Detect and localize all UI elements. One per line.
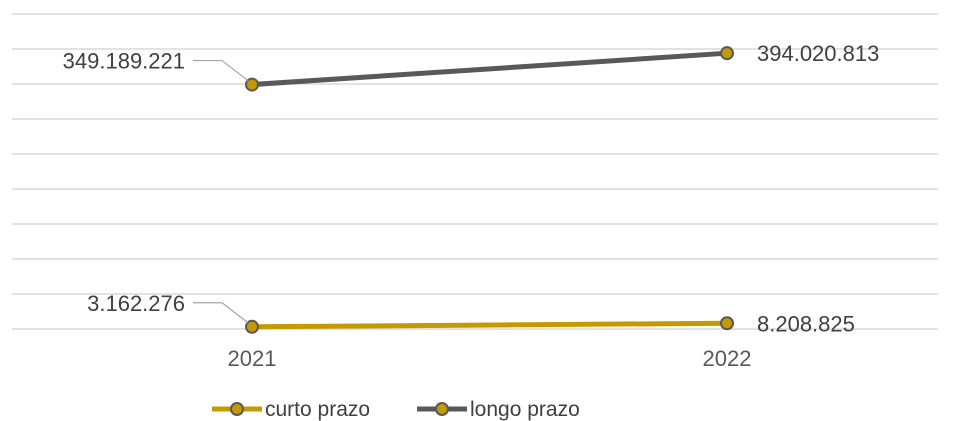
data-label: 349.189.221 [63,49,185,74]
data-point [245,319,259,334]
data-label: 394.020.813 [757,41,879,66]
leader-line [193,59,249,82]
x-tick-label: 2022 [703,346,752,371]
legend-marker [435,402,449,416]
x-tick-label: 2021 [228,346,277,371]
data-labels: 3.162.276 8.208.825 349.189.221 394.020.813 [63,41,880,336]
data-point [720,316,734,331]
legend-label: curto prazo [265,398,370,421]
x-axis-ticks: 2021 2022 [228,346,752,371]
data-point [245,77,259,92]
legend-marker [230,402,244,416]
series-line-longo-prazo [249,50,730,88]
data-label: 3.162.276 [87,291,185,316]
leader-line [193,302,249,324]
legend-label: longo prazo [470,398,580,421]
data-label: 8.208.825 [757,311,855,336]
series-line-curto-prazo [249,320,730,330]
data-point [720,46,734,61]
legend: curto prazo longo prazo [212,398,580,421]
series-layer [245,46,734,334]
gridlines [12,13,938,330]
